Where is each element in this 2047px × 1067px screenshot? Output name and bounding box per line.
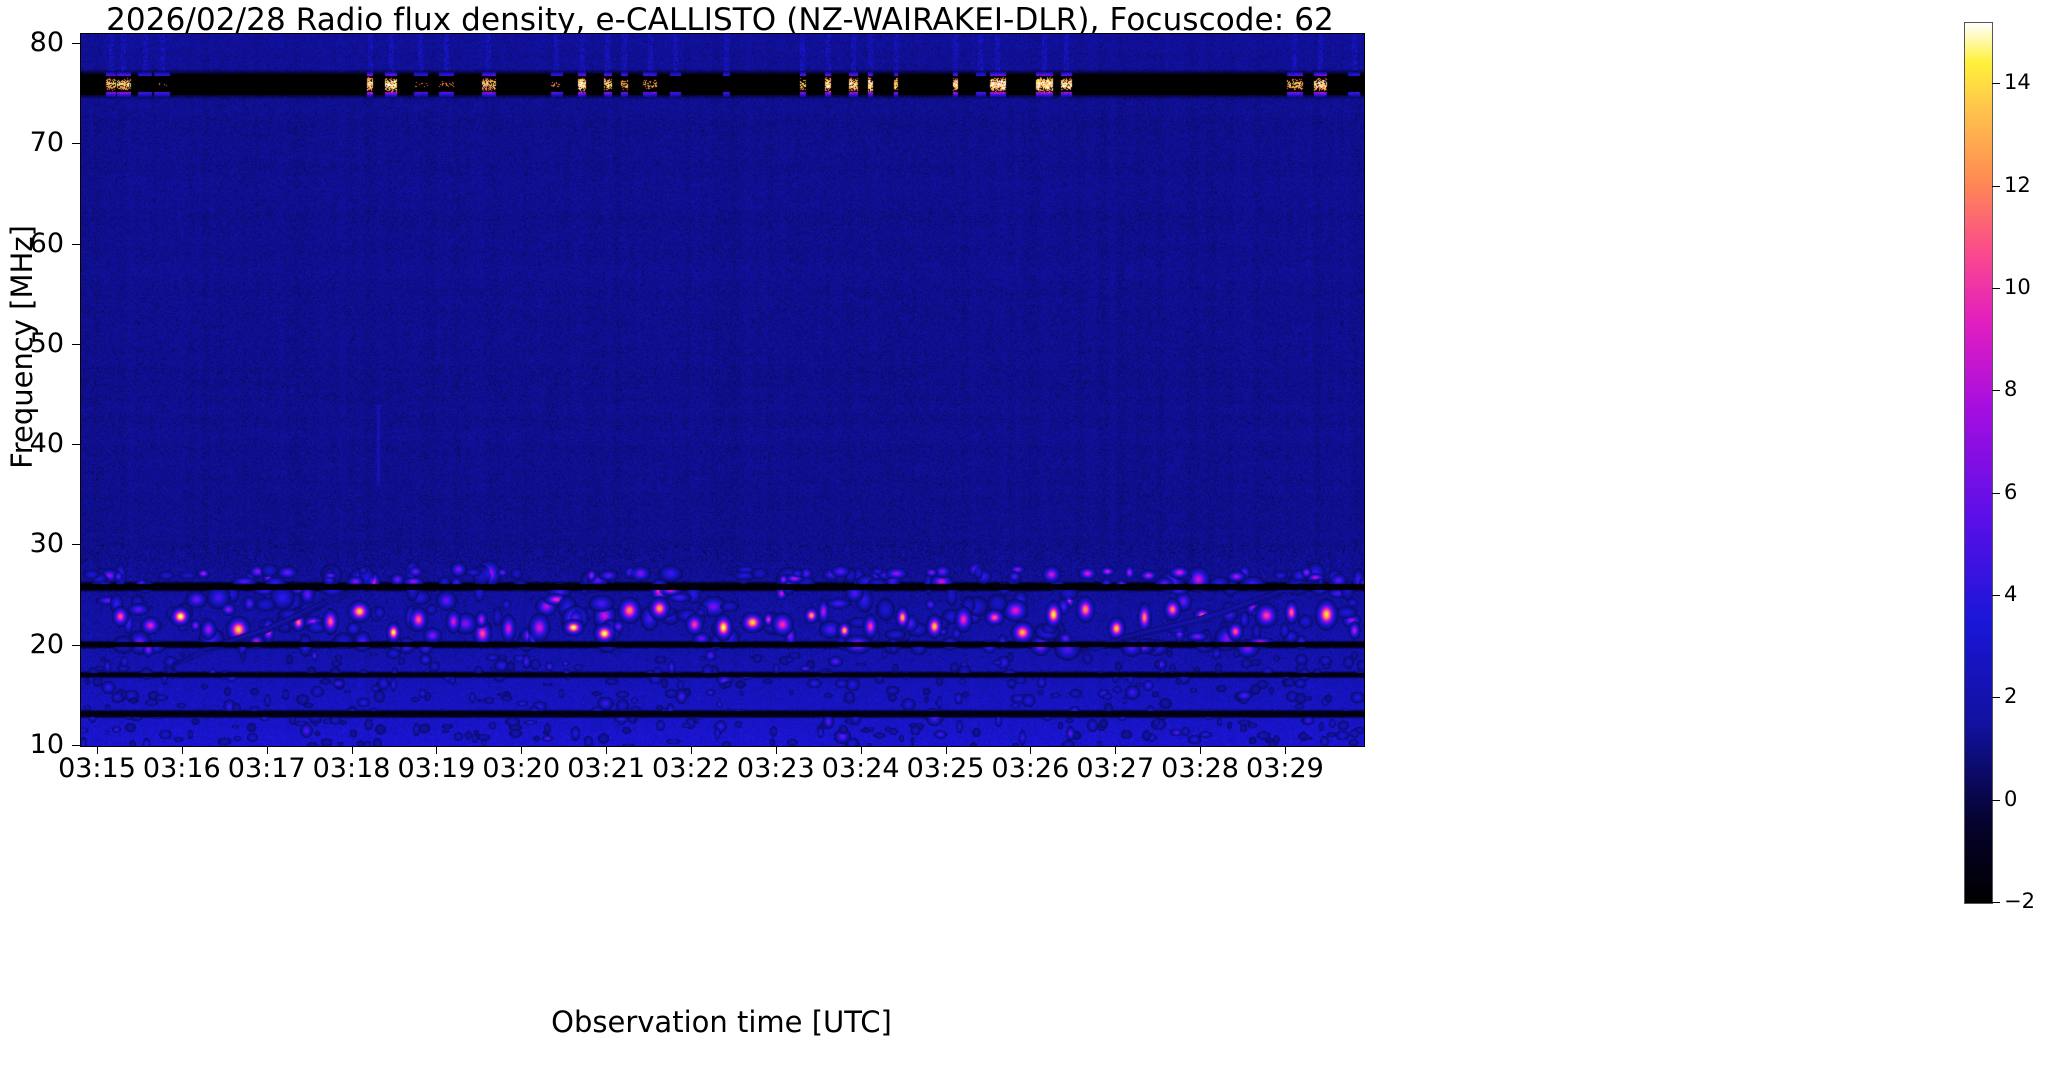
x-tick-label: 03:19 [397, 753, 476, 784]
y-tick-mark [72, 243, 80, 245]
x-tick-label: 03:29 [1246, 753, 1324, 784]
page-title: 2026/02/28 Radio flux density, e-CALLIST… [106, 2, 1334, 38]
y-tick-mark [72, 544, 80, 546]
colorbar-tick-mark [1992, 390, 2000, 392]
colorbar[interactable] [1964, 22, 1993, 904]
x-tick-mark [1284, 746, 1286, 754]
x-tick-label: 03:17 [227, 753, 306, 784]
x-tick-label: 03:26 [991, 753, 1070, 784]
spectrogram-plot-area[interactable] [80, 33, 1365, 747]
x-tick-mark [1200, 746, 1202, 754]
y-tick-label: 50 [29, 327, 64, 359]
colorbar-tick-mark [1992, 595, 2000, 597]
y-tick-mark [72, 343, 80, 345]
colorbar-tick-label: 0 [2004, 786, 2018, 811]
x-tick-label: 03:23 [736, 753, 815, 784]
colorbar-tick-mark [1992, 697, 2000, 699]
y-tick-label: 20 [29, 628, 64, 660]
y-tick-label: 80 [29, 27, 64, 59]
colorbar-gradient [1965, 23, 1992, 903]
x-tick-label: 03:25 [906, 753, 985, 784]
x-tick-label: 03:16 [142, 753, 221, 784]
colorbar-tick-label: 6 [2004, 479, 2018, 504]
x-tick-label: 03:15 [58, 753, 136, 784]
x-tick-label: 03:27 [1076, 753, 1155, 784]
colorbar-tick-mark [1992, 288, 2000, 290]
x-tick-mark [436, 746, 438, 754]
colorbar-tick-label: 14 [2004, 70, 2031, 95]
y-tick-label: 30 [29, 528, 64, 560]
y-tick-mark [72, 444, 80, 446]
x-tick-mark [945, 746, 947, 754]
x-tick-mark [96, 746, 98, 754]
x-axis-label: Observation time [UTC] [551, 1005, 892, 1039]
colorbar-tick-label: 10 [2004, 275, 2031, 300]
x-tick-mark [606, 746, 608, 754]
x-tick-label: 03:28 [1161, 753, 1239, 784]
x-tick-label: 03:24 [821, 753, 900, 784]
colorbar-tick-label: 12 [2004, 172, 2031, 197]
x-tick-mark [1115, 746, 1117, 754]
y-tick-mark [72, 143, 80, 145]
colorbar-tick-label: 8 [2004, 377, 2018, 402]
y-tick-mark [72, 43, 80, 45]
y-tick-label: 70 [29, 127, 64, 159]
y-tick-mark [72, 745, 80, 746]
x-tick-label: 03:21 [567, 753, 645, 784]
spectrogram-image [81, 34, 1364, 746]
x-tick-mark [351, 746, 353, 754]
colorbar-tick-mark [1992, 799, 2000, 801]
colorbar-tick-label: 2 [2004, 684, 2018, 709]
colorbar-tick-label: −2 [2004, 889, 2035, 913]
x-tick-mark [521, 746, 523, 754]
x-tick-mark [690, 746, 692, 754]
colorbar-tick-mark [1992, 902, 2000, 903]
x-tick-label: 03:22 [652, 753, 730, 784]
x-tick-mark [775, 746, 777, 754]
colorbar-tick-mark [1992, 492, 2000, 494]
colorbar-tick-mark [1992, 185, 2000, 187]
colorbar-tick-mark [1992, 83, 2000, 85]
y-tick-label: 10 [29, 729, 64, 760]
x-tick-mark [266, 746, 268, 754]
x-tick-mark [1030, 746, 1032, 754]
x-tick-label: 03:18 [312, 753, 391, 784]
y-tick-label: 40 [29, 428, 64, 460]
colorbar-tick-label: 4 [2004, 582, 2018, 607]
y-tick-label: 60 [29, 227, 64, 259]
y-tick-mark [72, 644, 80, 646]
x-tick-mark [860, 746, 862, 754]
x-tick-label: 03:20 [482, 753, 561, 784]
x-tick-mark [181, 746, 183, 754]
